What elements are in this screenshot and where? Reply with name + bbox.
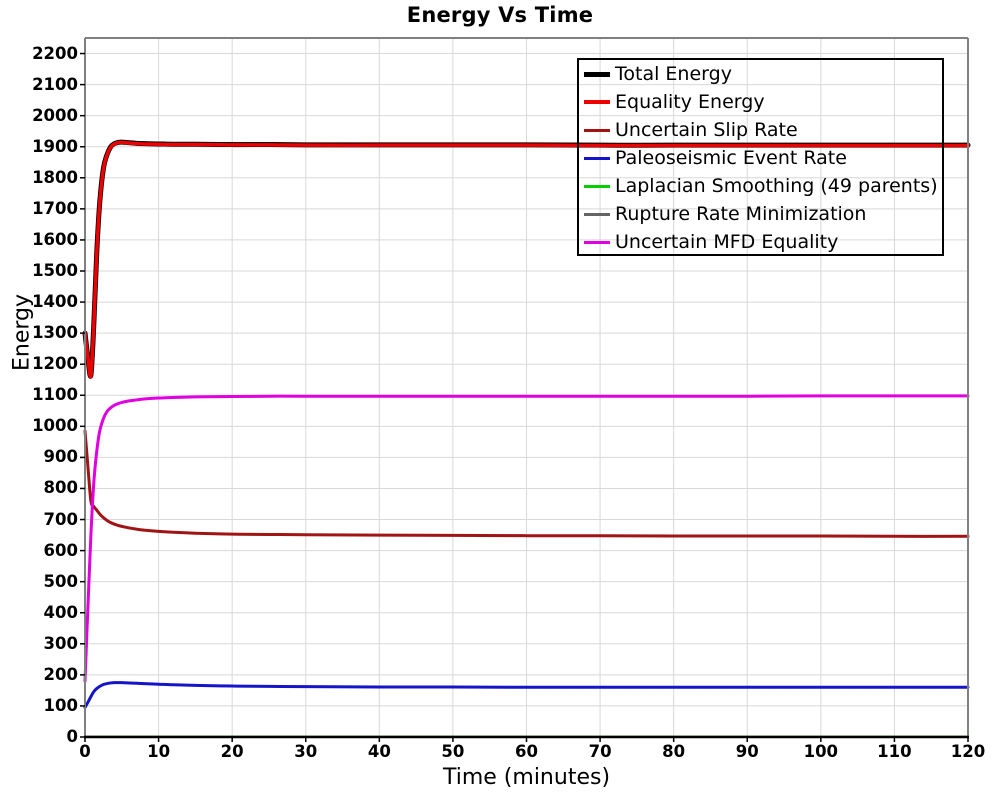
chart-legend: Total Energy Equality Energy Uncertain Sli… [577, 58, 944, 256]
legend-color-swatch-icon [584, 212, 610, 216]
y-tick-label: 1300 [32, 323, 78, 343]
y-tick-label: 100 [43, 695, 78, 715]
y-tick-label: 2100 [32, 74, 78, 94]
legend-color-swatch-icon [584, 71, 610, 77]
legend-item-label: Equality Energy [615, 90, 765, 113]
y-tick-label: 200 [43, 664, 78, 684]
legend-item-label: Uncertain Slip Rate [615, 118, 798, 141]
x-axis-label: Time (minutes) [442, 765, 611, 790]
x-tick-label: 110 [877, 742, 912, 761]
x-tick-label: 40 [367, 742, 391, 761]
y-tick-label: 1000 [32, 416, 78, 436]
series-line [83, 681, 970, 709]
legend-item-label: Paleoseismic Event Rate [615, 146, 847, 169]
y-tick-label: 1200 [32, 354, 78, 374]
tick-marks [80, 52, 969, 742]
legend-item-label: Total Energy [615, 62, 732, 85]
legend-color-swatch-icon [584, 156, 610, 160]
series-line [83, 429, 970, 538]
y-tick-label: 0 [66, 727, 78, 746]
x-tick-label: 100 [803, 742, 839, 761]
y-tick-label: 1700 [32, 198, 78, 218]
y-tick-label: 1100 [32, 385, 78, 405]
legend-item-label: Rupture Rate Minimization [615, 202, 867, 225]
series-line [83, 140, 970, 379]
legend-item-label: Laplacian Smoothing (49 parents) [615, 174, 938, 197]
x-tick-label: 50 [441, 742, 465, 761]
y-tick-label: 1800 [32, 167, 78, 187]
y-tick-label: 400 [43, 602, 78, 622]
y-tick-label: 1400 [32, 292, 78, 312]
legend-color-swatch-icon [584, 128, 610, 132]
x-tick-label: 20 [220, 742, 244, 761]
y-tick-label: 600 [43, 540, 78, 560]
y-tick-label: 1500 [32, 261, 78, 280]
x-tick-label: 120 [950, 742, 986, 761]
legend-item[interactable]: Equality Energy [579, 88, 942, 116]
legend-item[interactable]: Uncertain Slip Rate [579, 116, 942, 144]
legend-item[interactable]: Total Energy [579, 60, 942, 88]
x-tick-label: 70 [588, 742, 612, 761]
y-tick-label: 300 [43, 633, 78, 653]
legend-item-label: Uncertain MFD Equality [615, 230, 839, 253]
legend-item[interactable]: Uncertain MFD Equality [579, 228, 942, 256]
series-line [83, 394, 970, 683]
x-tick-label: 10 [147, 742, 171, 761]
y-tick-label: 2000 [32, 105, 78, 125]
chart-title: Energy Vs Time [406, 3, 594, 27]
legend-color-swatch-icon [584, 240, 610, 244]
y-tick-label: 800 [43, 478, 78, 498]
legend-item[interactable]: Laplacian Smoothing (49 parents) [579, 172, 942, 200]
legend-color-swatch-icon [584, 184, 610, 188]
legend-item[interactable]: Paleoseismic Event Rate [579, 144, 942, 172]
x-tick-label: 0 [79, 742, 91, 761]
y-tick-label: 700 [43, 509, 78, 529]
y-tick-label: 1900 [32, 136, 78, 156]
y-tick-label: 2200 [32, 43, 78, 63]
y-tick-label: 500 [43, 571, 78, 591]
legend-color-swatch-icon [584, 100, 610, 104]
x-tick-label: 90 [735, 742, 759, 761]
legend-item[interactable]: Rupture Rate Minimization [579, 200, 942, 228]
x-tick-label: 60 [515, 742, 538, 761]
y-tick-label: 1600 [32, 229, 78, 249]
x-tick-label: 30 [294, 742, 318, 761]
y-tick-label: 900 [43, 447, 78, 467]
x-tick-label: 80 [662, 742, 686, 761]
